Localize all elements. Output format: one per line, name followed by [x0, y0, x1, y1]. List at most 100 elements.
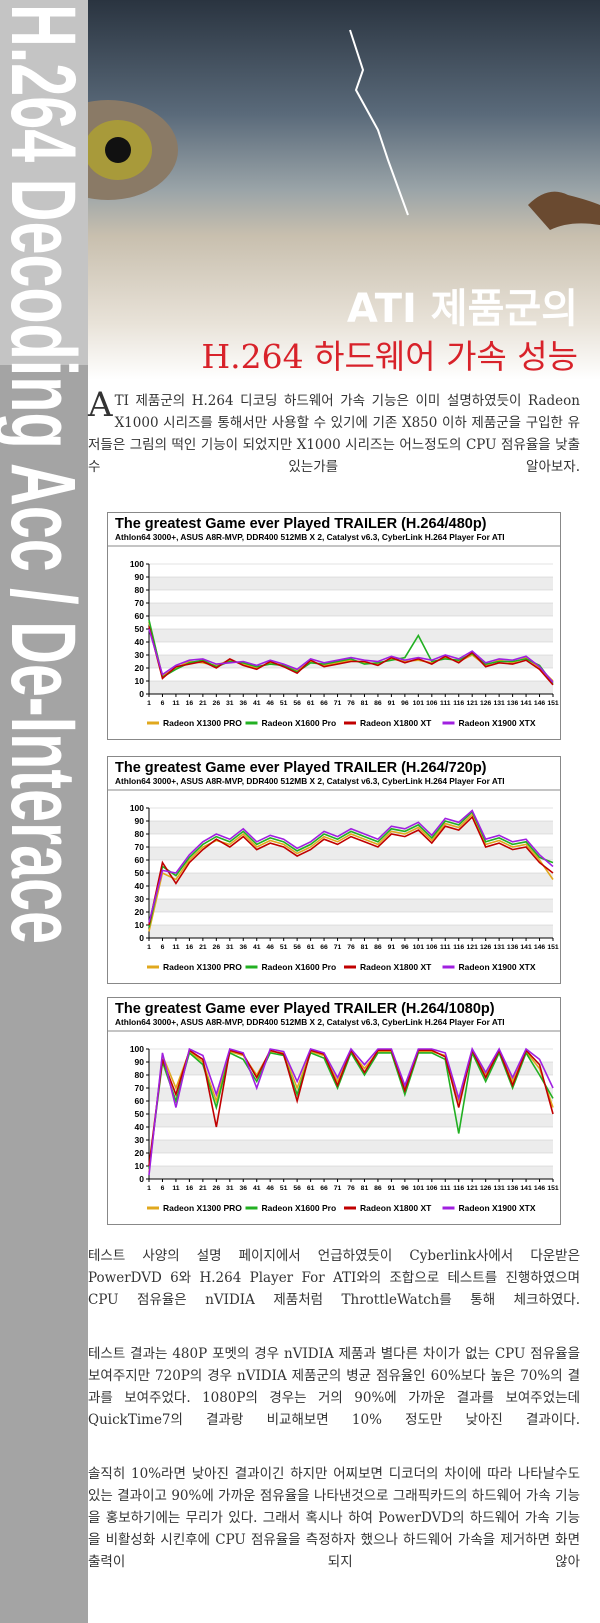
x-tick-label: 36 [239, 700, 247, 707]
grid-band [149, 603, 553, 616]
y-tick-label: 50 [135, 1109, 145, 1119]
chart-title: The greatest Game ever Played TRAILER (H… [115, 760, 487, 776]
series-line [148, 626, 554, 686]
y-tick-label: 70 [135, 1083, 145, 1093]
chart-subtitle: Athlon64 3000+, ASUS A8R-MVP, DDR400 512… [115, 1017, 505, 1027]
chart-title: The greatest Game ever Played TRAILER (H… [115, 516, 487, 532]
y-tick-label: 0 [139, 1174, 144, 1184]
y-tick-label: 40 [135, 1122, 145, 1132]
x-tick-label: 66 [320, 944, 328, 951]
x-tick-label: 41 [253, 700, 261, 707]
x-tick-label: 131 [493, 944, 505, 951]
x-tick-label: 16 [186, 1185, 194, 1192]
grid-band [149, 821, 553, 834]
x-tick-label: 36 [239, 944, 247, 951]
y-tick-label: 50 [135, 624, 145, 634]
x-tick-label: 11 [172, 944, 179, 951]
chart: The greatest Game ever Played TRAILER (H… [107, 756, 561, 984]
grid-band [149, 681, 553, 694]
paragraph: 테스트 사양의 설명 페이지에서 언급하였듯이 Cyberlink사에서 다운받… [88, 1248, 580, 1308]
x-tick-label: 71 [334, 700, 342, 707]
grid-band [149, 873, 553, 886]
grid-band [149, 899, 553, 912]
y-tick-label: 90 [135, 816, 145, 826]
x-tick-label: 51 [280, 944, 288, 951]
x-tick-label: 56 [293, 944, 301, 951]
x-tick-label: 96 [401, 1185, 409, 1192]
series-line [148, 628, 554, 683]
x-tick-label: 141 [520, 944, 532, 951]
x-tick-label: 141 [520, 1185, 532, 1192]
y-tick-label: 20 [135, 663, 145, 673]
y-tick-label: 90 [135, 1057, 145, 1067]
grid-band [149, 860, 553, 873]
grid-band [149, 1153, 553, 1166]
x-tick-label: 111 [440, 700, 451, 707]
series-line [148, 1046, 554, 1176]
y-tick-label: 20 [135, 1148, 145, 1158]
series-line [148, 813, 554, 932]
y-tick-label: 80 [135, 585, 145, 595]
grid-band [149, 1101, 553, 1114]
x-tick-label: 121 [467, 944, 479, 951]
x-tick-label: 1 [147, 1185, 151, 1192]
x-tick-label: 26 [213, 1185, 221, 1192]
x-tick-label: 76 [347, 700, 355, 707]
series-line [148, 809, 554, 923]
x-tick-label: 91 [388, 1185, 396, 1192]
y-tick-label: 60 [135, 855, 145, 865]
y-tick-label: 100 [130, 1044, 144, 1054]
x-tick-label: 31 [226, 700, 234, 707]
x-tick-label: 91 [388, 700, 396, 707]
x-tick-label: 6 [161, 944, 165, 951]
y-tick-label: 70 [135, 598, 145, 608]
y-tick-label: 10 [135, 920, 145, 930]
x-tick-label: 81 [361, 944, 369, 951]
x-tick-label: 6 [161, 700, 165, 707]
grid-band [149, 1127, 553, 1140]
x-tick-label: 106 [426, 1185, 438, 1192]
x-tick-label: 1 [147, 700, 151, 707]
x-tick-label: 116 [453, 1185, 464, 1192]
grid-band [149, 925, 553, 938]
y-tick-label: 30 [135, 894, 145, 904]
y-tick-label: 80 [135, 1070, 145, 1080]
x-tick-label: 51 [280, 1185, 288, 1192]
series-line [148, 810, 554, 928]
series-line [148, 619, 554, 685]
paragraph: 솔직히 10%라면 낮아진 결과이긴 하지만 어찌보면 디코더의 차이에 따라 … [88, 1466, 580, 1570]
grid-band [149, 564, 553, 577]
y-tick-label: 60 [135, 611, 145, 621]
y-tick-label: 10 [135, 676, 145, 686]
x-tick-label: 11 [172, 700, 179, 707]
x-tick-label: 71 [334, 944, 342, 951]
legend-label: Radeon X1800 XT [360, 1203, 432, 1213]
x-tick-label: 61 [307, 700, 315, 707]
x-tick-label: 36 [239, 1185, 247, 1192]
x-tick-label: 101 [413, 1185, 425, 1192]
x-tick-label: 151 [547, 700, 559, 707]
series-line [148, 622, 554, 682]
y-tick-label: 90 [135, 572, 145, 582]
y-tick-label: 60 [135, 1096, 145, 1106]
banner: ATI 제품군의 H.264 하드웨어 가속 성능 [88, 0, 600, 380]
x-tick-label: 31 [226, 944, 234, 951]
x-tick-label: 41 [253, 1185, 261, 1192]
x-tick-label: 151 [547, 1185, 559, 1192]
x-tick-label: 126 [480, 944, 492, 951]
x-tick-label: 101 [413, 944, 425, 951]
x-tick-label: 21 [199, 944, 207, 951]
grid-band [149, 847, 553, 860]
grid-band [149, 912, 553, 925]
x-tick-label: 56 [293, 700, 301, 707]
x-tick-label: 136 [507, 944, 519, 951]
x-tick-label: 121 [467, 700, 479, 707]
side-title: H.264 Decoding Acc / De-Interace [0, 4, 88, 944]
x-tick-label: 66 [320, 700, 328, 707]
y-tick-label: 80 [135, 829, 145, 839]
x-tick-label: 126 [480, 1185, 492, 1192]
x-tick-label: 81 [361, 700, 369, 707]
x-tick-label: 41 [253, 944, 261, 951]
x-tick-label: 26 [213, 700, 221, 707]
